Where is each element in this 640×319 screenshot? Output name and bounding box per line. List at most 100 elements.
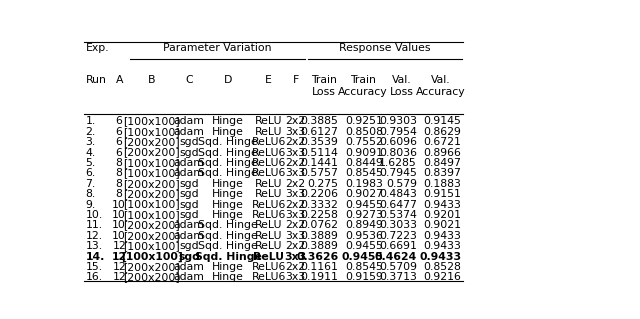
- Text: Parameter Variation: Parameter Variation: [163, 43, 272, 53]
- Text: 3x3: 3x3: [285, 168, 305, 178]
- Text: 3x3: 3x3: [285, 231, 305, 241]
- Text: 16.: 16.: [86, 272, 102, 282]
- Text: 0.9455: 0.9455: [345, 241, 383, 251]
- Text: 0.3626: 0.3626: [296, 252, 339, 262]
- Text: [200x200]: [200x200]: [124, 231, 180, 241]
- Text: Exp.: Exp.: [86, 43, 109, 53]
- Text: 2x2: 2x2: [285, 116, 305, 126]
- Text: [200x200]: [200x200]: [124, 262, 180, 272]
- Text: Hinge: Hinge: [212, 262, 244, 272]
- Text: 0.7552: 0.7552: [345, 137, 383, 147]
- Text: 0.9027: 0.9027: [345, 189, 383, 199]
- Text: ReLU: ReLU: [255, 189, 282, 199]
- Text: 0.9201: 0.9201: [424, 210, 461, 220]
- Text: 0.1911: 0.1911: [301, 272, 339, 282]
- Text: sgd: sgd: [179, 179, 199, 189]
- Text: ReLU: ReLU: [255, 241, 282, 251]
- Text: 0.6127: 0.6127: [301, 127, 339, 137]
- Text: 6: 6: [116, 116, 123, 126]
- Text: 12: 12: [111, 252, 127, 262]
- Text: 0.8036: 0.8036: [379, 147, 417, 158]
- Text: 0.9145: 0.9145: [424, 116, 461, 126]
- Text: sgd: sgd: [179, 210, 199, 220]
- Text: 14.: 14.: [86, 252, 105, 262]
- Text: Hinge: Hinge: [212, 116, 244, 126]
- Text: 0.8397: 0.8397: [424, 168, 461, 178]
- Text: Sqd. Hinge: Sqd. Hinge: [198, 147, 258, 158]
- Text: [100x100]: [100x100]: [124, 168, 180, 178]
- Text: 0.8508: 0.8508: [345, 127, 383, 137]
- Text: 0.8528: 0.8528: [424, 262, 461, 272]
- Text: 5.: 5.: [86, 158, 96, 168]
- Text: 0.3713: 0.3713: [379, 272, 417, 282]
- Text: [100x100]: [100x100]: [121, 252, 182, 262]
- Text: sgd: sgd: [178, 252, 200, 262]
- Text: 0.8497: 0.8497: [424, 158, 461, 168]
- Text: 2x2: 2x2: [285, 179, 305, 189]
- Text: 0.3539: 0.3539: [301, 137, 339, 147]
- Text: ReLU: ReLU: [255, 116, 282, 126]
- Text: 12: 12: [112, 262, 126, 272]
- Text: 10: 10: [112, 231, 126, 241]
- Text: 0.9433: 0.9433: [424, 200, 461, 210]
- Text: 0.9433: 0.9433: [424, 231, 461, 241]
- Text: 0.1983: 0.1983: [345, 179, 383, 189]
- Text: 0.1883: 0.1883: [424, 179, 461, 189]
- Text: ReLU: ReLU: [253, 252, 284, 262]
- Text: [200x200]: [200x200]: [124, 220, 180, 230]
- Text: [100x100]: [100x100]: [124, 116, 180, 126]
- Text: Hinge: Hinge: [212, 179, 244, 189]
- Text: 2x2: 2x2: [285, 220, 305, 230]
- Text: Sqd. Hinge: Sqd. Hinge: [198, 220, 258, 230]
- Text: [200x200]: [200x200]: [124, 272, 180, 282]
- Text: 0.3885: 0.3885: [301, 116, 339, 126]
- Text: Sqd. Hinge: Sqd. Hinge: [198, 158, 258, 168]
- Text: 0.9455: 0.9455: [345, 200, 383, 210]
- Text: 0.8949: 0.8949: [345, 220, 383, 230]
- Text: 0.9021: 0.9021: [424, 220, 461, 230]
- Text: adam: adam: [173, 231, 205, 241]
- Text: Hinge: Hinge: [212, 189, 244, 199]
- Text: 0.4624: 0.4624: [374, 252, 417, 262]
- Text: adam: adam: [173, 220, 205, 230]
- Text: 2x2: 2x2: [285, 200, 305, 210]
- Text: 0.9091: 0.9091: [345, 147, 383, 158]
- Text: 0.9303: 0.9303: [379, 116, 417, 126]
- Text: 0.6096: 0.6096: [379, 137, 417, 147]
- Text: sgd: sgd: [179, 200, 199, 210]
- Text: 2x2: 2x2: [285, 158, 305, 168]
- Text: 3x3: 3x3: [285, 210, 305, 220]
- Text: ReLU6: ReLU6: [252, 147, 286, 158]
- Text: ReLU6: ReLU6: [252, 272, 286, 282]
- Text: ReLU6: ReLU6: [252, 137, 286, 147]
- Text: 9.: 9.: [86, 200, 96, 210]
- Text: 0.5374: 0.5374: [379, 210, 417, 220]
- Text: A: A: [115, 75, 123, 85]
- Text: ReLU6: ReLU6: [252, 200, 286, 210]
- Text: sgd: sgd: [179, 137, 199, 147]
- Text: E: E: [266, 75, 272, 85]
- Text: 6.: 6.: [86, 168, 96, 178]
- Text: 0.8449: 0.8449: [345, 158, 383, 168]
- Text: 12.: 12.: [86, 231, 102, 241]
- Text: 0.275: 0.275: [307, 179, 339, 189]
- Text: [100x100]: [100x100]: [124, 210, 180, 220]
- Text: 3x3: 3x3: [284, 252, 307, 262]
- Text: 0.3033: 0.3033: [379, 220, 417, 230]
- Text: 0.0762: 0.0762: [300, 220, 339, 230]
- Text: 10.: 10.: [86, 210, 102, 220]
- Text: 0.9216: 0.9216: [424, 272, 461, 282]
- Text: Run: Run: [86, 75, 106, 85]
- Text: 0.8545: 0.8545: [345, 168, 383, 178]
- Text: Train
Accuracy: Train Accuracy: [338, 75, 388, 97]
- Text: 10: 10: [112, 220, 126, 230]
- Text: 8: 8: [116, 168, 123, 178]
- Text: ReLU6: ReLU6: [252, 210, 286, 220]
- Text: 0.9273: 0.9273: [345, 210, 383, 220]
- Text: 3x3: 3x3: [285, 147, 305, 158]
- Text: 0.3889: 0.3889: [301, 241, 339, 251]
- Text: 3x3: 3x3: [285, 127, 305, 137]
- Text: [100x100]: [100x100]: [124, 127, 180, 137]
- Text: ReLU: ReLU: [255, 220, 282, 230]
- Text: 4.: 4.: [86, 147, 96, 158]
